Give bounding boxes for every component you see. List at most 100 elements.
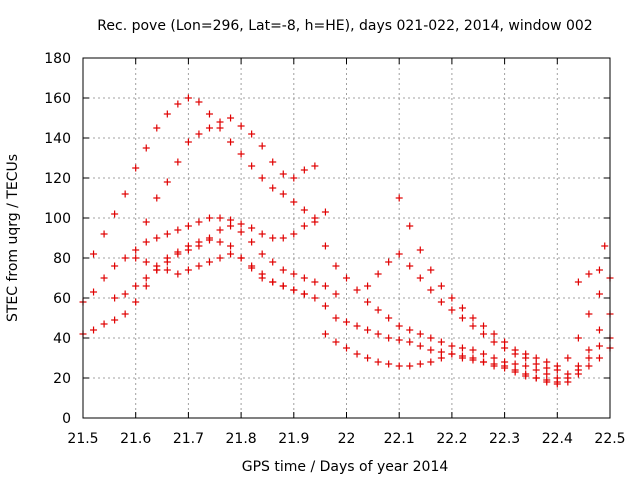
data-point <box>574 334 582 342</box>
data-point <box>553 374 561 382</box>
series-arc-e <box>132 250 329 310</box>
data-point <box>237 254 245 262</box>
x-tick-label: 22.1 <box>384 431 415 447</box>
data-point <box>153 234 161 242</box>
data-point <box>437 282 445 290</box>
data-point <box>532 360 540 368</box>
chart-title: Rec. pove (Lon=296, Lat=-8, h=HE), days … <box>97 18 592 34</box>
data-point <box>469 314 477 322</box>
data-point <box>574 278 582 286</box>
data-point <box>174 158 182 166</box>
data-point <box>227 250 235 258</box>
data-point <box>258 270 266 278</box>
data-point <box>458 304 466 312</box>
data-point <box>353 322 361 330</box>
data-point <box>448 294 456 302</box>
data-point <box>111 294 119 302</box>
data-point <box>522 372 530 380</box>
data-point <box>490 362 498 370</box>
data-point <box>121 290 129 298</box>
data-point <box>543 358 551 366</box>
data-point <box>153 124 161 132</box>
data-point <box>184 138 192 146</box>
data-point <box>290 198 298 206</box>
data-point <box>395 250 403 258</box>
data-point <box>163 258 171 266</box>
data-point <box>279 170 287 178</box>
data-point <box>174 226 182 234</box>
data-point <box>237 150 245 158</box>
series-arc-i <box>343 274 614 382</box>
x-tick-label: 21.5 <box>67 431 98 447</box>
data-point <box>353 350 361 358</box>
y-tick-label: 60 <box>53 291 71 307</box>
data-point <box>364 326 372 334</box>
data-point <box>343 318 350 326</box>
data-point <box>364 298 372 306</box>
data-point <box>300 206 308 214</box>
data-point <box>142 274 150 282</box>
data-point <box>195 242 203 250</box>
data-point <box>132 298 140 306</box>
data-point <box>595 354 603 362</box>
data-point <box>574 362 582 370</box>
data-point <box>374 330 382 338</box>
data-point <box>395 322 403 330</box>
data-point <box>300 274 308 282</box>
data-point <box>132 246 140 254</box>
data-point <box>522 350 530 358</box>
data-point <box>501 364 509 372</box>
y-tick-label: 20 <box>53 371 71 387</box>
data-point <box>480 330 488 338</box>
data-point <box>90 250 98 258</box>
data-point <box>595 326 603 334</box>
data-point <box>290 270 298 278</box>
data-point <box>184 222 192 230</box>
data-point <box>490 354 498 362</box>
y-tick-label: 160 <box>44 91 71 107</box>
series-arc-g <box>321 330 614 388</box>
data-point <box>532 374 540 382</box>
y-tick-label: 80 <box>53 251 71 267</box>
y-tick-label: 100 <box>44 211 71 227</box>
data-point <box>174 100 182 108</box>
data-points <box>79 94 614 388</box>
data-point <box>332 338 340 346</box>
data-point <box>321 330 329 338</box>
x-tick-label: 22.4 <box>542 431 573 447</box>
data-point <box>290 174 298 182</box>
data-point <box>511 368 519 376</box>
data-point <box>142 238 150 246</box>
data-point <box>553 362 561 370</box>
data-point <box>321 302 329 310</box>
data-point <box>258 230 266 238</box>
data-point <box>279 190 287 198</box>
y-tick-label: 180 <box>44 51 71 67</box>
data-point <box>385 258 393 266</box>
data-point <box>416 360 424 368</box>
data-point <box>427 286 435 294</box>
data-point <box>111 262 119 270</box>
data-point <box>458 344 466 352</box>
data-point <box>195 130 203 138</box>
data-point <box>448 350 456 358</box>
data-point <box>300 222 308 230</box>
data-point <box>237 220 245 228</box>
data-point <box>585 362 593 370</box>
y-tick-label: 0 <box>62 411 71 427</box>
data-point <box>374 358 382 366</box>
data-point <box>480 350 488 358</box>
data-point <box>227 138 235 146</box>
data-point <box>416 274 424 282</box>
data-point <box>543 364 551 372</box>
data-point <box>343 344 350 352</box>
data-point <box>205 110 213 118</box>
data-point <box>227 242 235 250</box>
data-point <box>564 370 572 378</box>
data-point <box>532 354 540 362</box>
x-tick-label: 22.2 <box>436 431 467 447</box>
axis-ticks <box>82 57 611 419</box>
data-point <box>216 226 224 234</box>
data-point <box>427 266 435 274</box>
data-point <box>437 298 445 306</box>
